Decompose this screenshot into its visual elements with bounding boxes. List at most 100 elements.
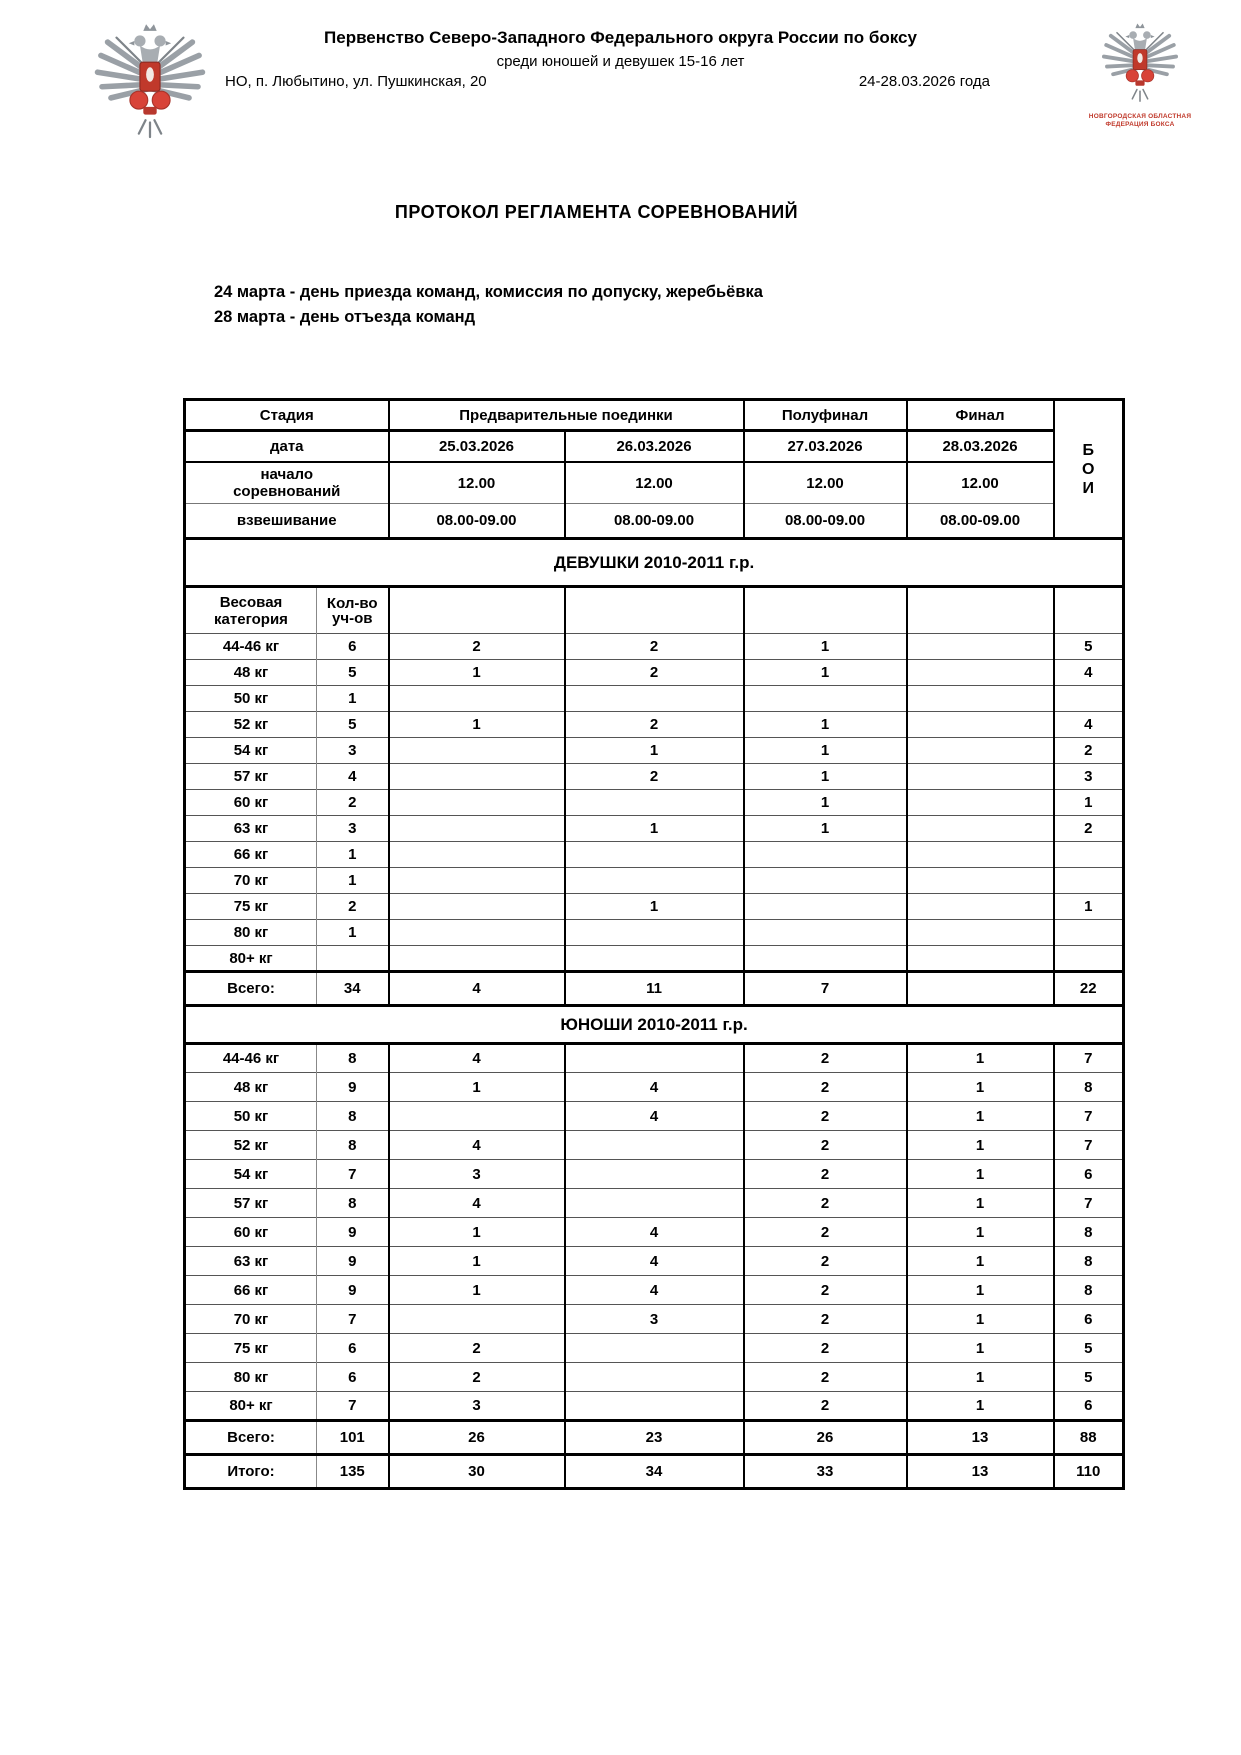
final-cell [905, 919, 1054, 946]
final-cell: 1 [905, 1072, 1054, 1102]
participants-count-cell: 7 [316, 1159, 389, 1189]
start-label-line2: соревнований [233, 483, 341, 500]
total-bouts-cell: 88 [1052, 1419, 1124, 1455]
semifinal-cell: 1 [742, 711, 907, 738]
prelim-day1-cell [387, 867, 565, 894]
page-title: ПРОТОКОЛ РЕГЛАМЕНТА СОРЕВНОВАНИЙ [394, 202, 799, 222]
prelim-day2-cell: 34 [563, 1453, 744, 1489]
weight-column-label: Весовая категория [184, 586, 317, 634]
weight-category-cell: 54 кг [184, 1159, 317, 1189]
prelim-day2-cell: 3 [563, 1304, 744, 1334]
weight-category-cell: Всего: [184, 970, 317, 1006]
total-bouts-cell [1052, 867, 1124, 894]
final-cell [905, 970, 1054, 1006]
final-cell [905, 789, 1054, 816]
prelim-day2-cell [563, 1159, 744, 1189]
weight-category-cell: 60 кг [184, 789, 317, 816]
girls-section-header: ДЕВУШКИ 2010-2011 г.р. Весовая категория… [184, 537, 1124, 634]
start-time-cell: 12.00 [905, 461, 1054, 504]
total-bouts-cell: 110 [1052, 1453, 1124, 1489]
semifinal-cell: 1 [742, 633, 907, 660]
final-cell: 1 [905, 1217, 1054, 1247]
participants-count-cell: 7 [316, 1391, 389, 1421]
count-label-line1: Кол-во [326, 594, 378, 612]
final-cell: 1 [905, 1043, 1054, 1073]
total-bouts-cell: 7 [1052, 1101, 1124, 1131]
participants-count-cell: 8 [316, 1188, 389, 1218]
weight-row: 52 кг 8 4 2 1 7 [184, 1130, 1124, 1160]
total-bouts-cell: 7 [1052, 1188, 1124, 1218]
total-bouts-cell: 6 [1052, 1391, 1124, 1421]
final-cell [905, 945, 1054, 972]
weight-row: 54 кг 7 3 2 1 6 [184, 1159, 1124, 1189]
regulation-table: Стадия Предварительные поединки Полуфина… [183, 398, 1126, 1490]
weight-category-cell: 80+ кг [184, 1391, 317, 1421]
participants-count-cell: 5 [316, 659, 389, 686]
prelim-day1-cell: 2 [387, 1333, 565, 1363]
prelim-day1-cell: 4 [387, 1130, 565, 1160]
weight-category-cell: 48 кг [184, 659, 317, 686]
weight-category-cell: 52 кг [184, 711, 317, 738]
emblem-caption-line1: НОВГОРОДСКАЯ ОБЛАСТНАЯ [1088, 113, 1192, 120]
weight-row: 57 кг 4 2 1 3 [184, 763, 1124, 790]
participants-count-cell: 6 [316, 1333, 389, 1363]
participants-count-cell: 7 [316, 1304, 389, 1334]
total-bouts-cell [1052, 841, 1124, 868]
weight-row: 48 кг 5 1 2 1 4 [184, 659, 1124, 686]
weight-category-cell: 57 кг [184, 1188, 317, 1218]
total-bouts-cell: 5 [1052, 1333, 1124, 1363]
departure-note: 28 марта - день отъезда команд [214, 308, 476, 326]
final-cell: 13 [905, 1453, 1054, 1489]
date-cell: 27.03.2026 [742, 429, 907, 462]
final-cell [905, 711, 1054, 738]
total-bouts-cell: 7 [1052, 1130, 1124, 1160]
total-bouts-cell: 8 [1052, 1217, 1124, 1247]
prelim-day1-cell: 2 [387, 1362, 565, 1392]
prelim-day2-cell: 2 [563, 763, 744, 790]
weight-row: 63 кг 9 1 4 2 1 8 [184, 1246, 1124, 1276]
semifinal-cell: 2 [742, 1188, 907, 1218]
girls-banner: ДЕВУШКИ 2010-2011 г.р. [184, 537, 1124, 588]
start-label: начало соревнований [184, 461, 389, 504]
prelim-day2-cell [563, 1333, 744, 1363]
total-bouts-cell: 6 [1052, 1159, 1124, 1189]
weight-row: 66 кг 9 1 4 2 1 8 [184, 1275, 1124, 1305]
final-cell: 1 [905, 1246, 1054, 1276]
total-bouts-cell: 5 [1052, 633, 1124, 660]
total-row: Всего: 34 4 11 7 22 [184, 970, 1124, 1006]
prelim-day1-cell: 1 [387, 1217, 565, 1247]
participants-count-cell: 9 [316, 1217, 389, 1247]
event-venue: НО, п. Любытино, ул. Пушкинская, 20 [225, 73, 487, 90]
girls-banner-row: ДЕВУШКИ 2010-2011 г.р. [184, 537, 1124, 588]
date-cell: 26.03.2026 [563, 429, 744, 462]
total-row: Итого: 135 30 34 33 13 110 [184, 1453, 1124, 1489]
prelim-day2-cell: 2 [563, 711, 744, 738]
final-cell: 1 [905, 1275, 1054, 1305]
weight-category-cell: Итого: [184, 1453, 317, 1489]
semifinal-cell: 7 [742, 970, 907, 1006]
weight-row: 50 кг 8 4 2 1 7 [184, 1101, 1124, 1131]
total-bouts-cell: 8 [1052, 1072, 1124, 1102]
weight-row: 66 кг 1 [184, 841, 1124, 868]
weight-row: 54 кг 3 1 1 2 [184, 737, 1124, 764]
weight-row: 63 кг 3 1 1 2 [184, 815, 1124, 842]
bouts-letter-b: Б [1082, 441, 1095, 459]
final-cell [905, 633, 1054, 660]
arrival-note: 24 марта - день приезда команд, комиссия… [214, 283, 763, 301]
weight-row: 75 кг 6 2 2 1 5 [184, 1333, 1124, 1363]
prelim-day2-cell: 1 [563, 815, 744, 842]
prelim-day2-cell: 4 [563, 1217, 744, 1247]
total-bouts-cell: 8 [1052, 1246, 1124, 1276]
final-cell: 1 [905, 1101, 1054, 1131]
start-time-cell: 12.00 [387, 461, 565, 504]
total-bouts-cell: 2 [1052, 815, 1124, 842]
prelim-day2-cell: 2 [563, 633, 744, 660]
prelim-day1-cell [387, 893, 565, 920]
start-label-line1: начало [260, 466, 314, 483]
weight-label-line1: Весовая [219, 593, 283, 611]
total-bouts-cell: 1 [1052, 789, 1124, 816]
weight-category-cell: 70 кг [184, 1304, 317, 1334]
participants-count-cell: 5 [316, 711, 389, 738]
semifinal-cell: 1 [742, 659, 907, 686]
